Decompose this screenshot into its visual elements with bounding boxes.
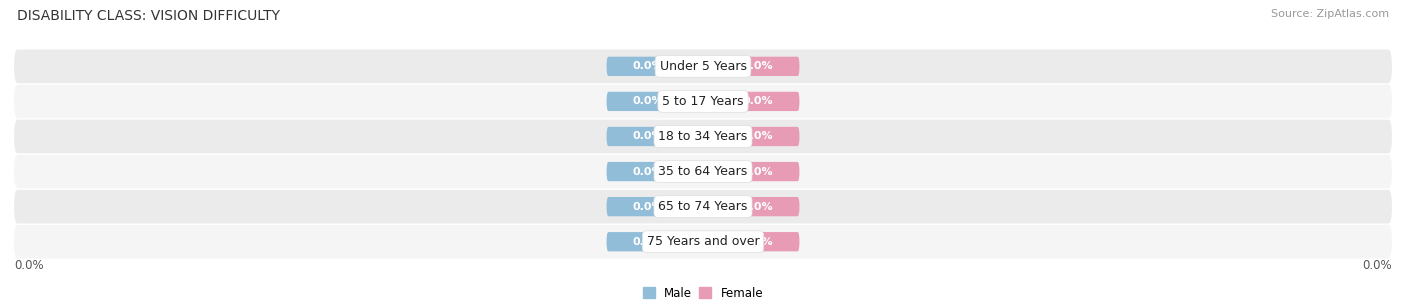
Text: 0.0%: 0.0% bbox=[633, 237, 664, 247]
Text: 0.0%: 0.0% bbox=[633, 96, 664, 106]
Text: 0.0%: 0.0% bbox=[1362, 259, 1392, 272]
Text: Source: ZipAtlas.com: Source: ZipAtlas.com bbox=[1271, 9, 1389, 19]
Text: 0.0%: 0.0% bbox=[14, 259, 44, 272]
Text: 0.0%: 0.0% bbox=[633, 61, 664, 71]
FancyBboxPatch shape bbox=[717, 127, 800, 146]
Text: 65 to 74 Years: 65 to 74 Years bbox=[658, 200, 748, 213]
Text: 0.0%: 0.0% bbox=[742, 61, 773, 71]
FancyBboxPatch shape bbox=[606, 232, 689, 251]
FancyBboxPatch shape bbox=[14, 49, 1392, 83]
Text: 35 to 64 Years: 35 to 64 Years bbox=[658, 165, 748, 178]
Text: 0.0%: 0.0% bbox=[742, 131, 773, 142]
Text: DISABILITY CLASS: VISION DIFFICULTY: DISABILITY CLASS: VISION DIFFICULTY bbox=[17, 9, 280, 23]
Text: 0.0%: 0.0% bbox=[633, 167, 664, 177]
FancyBboxPatch shape bbox=[14, 120, 1392, 153]
Text: Under 5 Years: Under 5 Years bbox=[659, 60, 747, 73]
FancyBboxPatch shape bbox=[717, 57, 800, 76]
Text: 0.0%: 0.0% bbox=[633, 202, 664, 212]
Text: 0.0%: 0.0% bbox=[633, 131, 664, 142]
FancyBboxPatch shape bbox=[606, 197, 689, 216]
FancyBboxPatch shape bbox=[717, 162, 800, 181]
Text: 18 to 34 Years: 18 to 34 Years bbox=[658, 130, 748, 143]
Text: 0.0%: 0.0% bbox=[742, 96, 773, 106]
Text: 5 to 17 Years: 5 to 17 Years bbox=[662, 95, 744, 108]
FancyBboxPatch shape bbox=[606, 127, 689, 146]
FancyBboxPatch shape bbox=[606, 57, 689, 76]
FancyBboxPatch shape bbox=[606, 162, 689, 181]
Text: 0.0%: 0.0% bbox=[742, 237, 773, 247]
Text: 75 Years and over: 75 Years and over bbox=[647, 235, 759, 248]
FancyBboxPatch shape bbox=[717, 92, 800, 111]
FancyBboxPatch shape bbox=[14, 155, 1392, 188]
Legend: Male, Female: Male, Female bbox=[643, 287, 763, 300]
Text: 0.0%: 0.0% bbox=[742, 167, 773, 177]
FancyBboxPatch shape bbox=[717, 197, 800, 216]
FancyBboxPatch shape bbox=[606, 92, 689, 111]
FancyBboxPatch shape bbox=[14, 190, 1392, 224]
Text: 0.0%: 0.0% bbox=[742, 202, 773, 212]
FancyBboxPatch shape bbox=[717, 232, 800, 251]
FancyBboxPatch shape bbox=[14, 84, 1392, 118]
FancyBboxPatch shape bbox=[14, 225, 1392, 259]
